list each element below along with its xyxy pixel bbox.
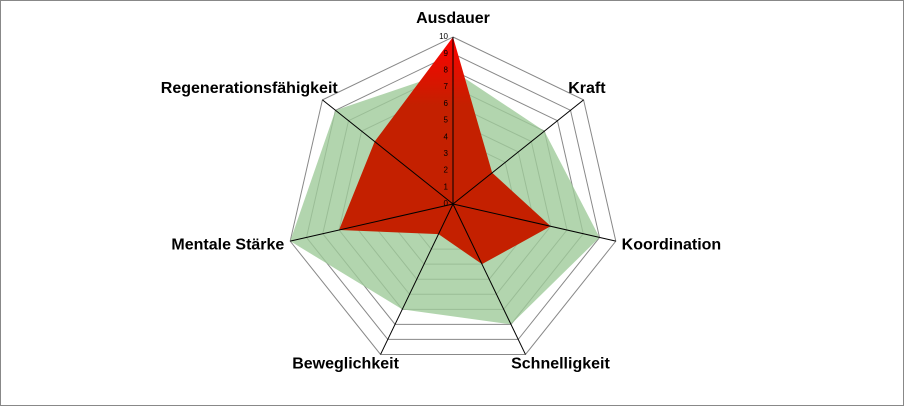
axis-spoke bbox=[452, 99, 584, 205]
tick-label: 3 bbox=[444, 149, 449, 158]
axis-spoke bbox=[322, 99, 454, 205]
tick-label: 8 bbox=[444, 66, 449, 75]
axis-spoke bbox=[290, 203, 454, 242]
category-label: Regenerationsfähigkeit bbox=[161, 80, 339, 97]
tick-label: 1 bbox=[444, 182, 449, 191]
tick-label: 2 bbox=[444, 166, 449, 175]
category-label: Beweglichkeit bbox=[292, 356, 399, 373]
tick-label: 6 bbox=[444, 99, 449, 108]
axis-spoke bbox=[452, 203, 526, 355]
tick-label: 9 bbox=[444, 49, 449, 58]
axis-spoke bbox=[380, 203, 454, 355]
tick-label: 4 bbox=[444, 132, 449, 141]
tick-label: 7 bbox=[444, 82, 449, 91]
category-label: Schnelligkeit bbox=[511, 356, 610, 373]
category-label: Ausdauer bbox=[416, 10, 490, 27]
axis-spoke bbox=[452, 203, 616, 242]
category-label: Mentale Stärke bbox=[171, 236, 284, 253]
series-area bbox=[339, 37, 551, 265]
category-label: Kraft bbox=[568, 80, 606, 97]
tick-label: 5 bbox=[444, 116, 449, 125]
grid-ring bbox=[289, 36, 617, 355]
category-label: Koordination bbox=[622, 236, 722, 253]
tick-label: 10 bbox=[439, 32, 448, 41]
tick-label: 0 bbox=[444, 199, 449, 208]
